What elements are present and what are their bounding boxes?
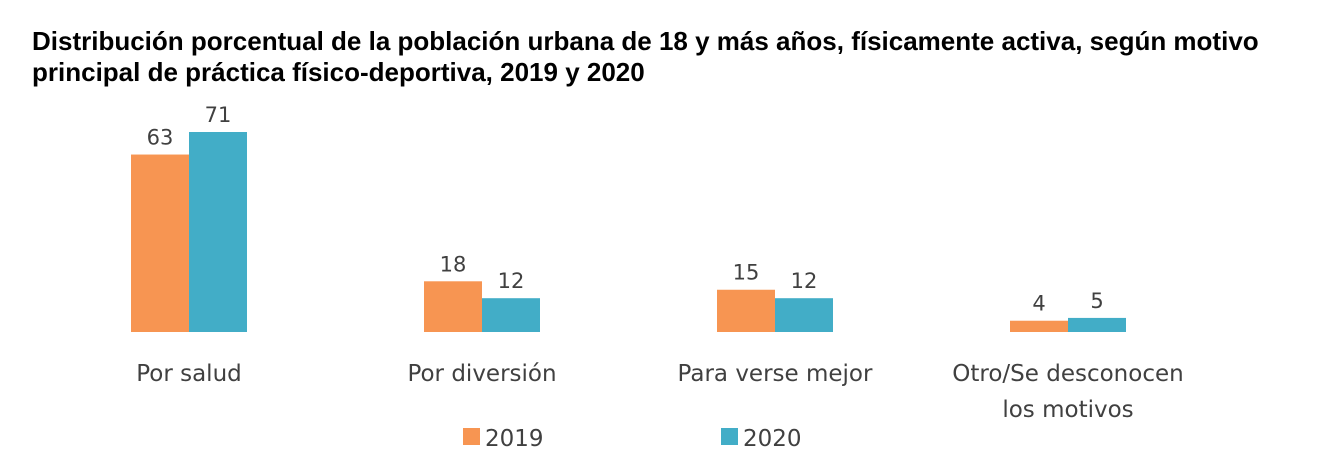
bar-2020-2 (775, 298, 833, 332)
legend-label-2020: 2020 (743, 426, 802, 452)
bar-2019-1 (424, 281, 482, 332)
bar-2019-3 (1010, 320, 1068, 332)
category-label-3-line2: los motivos (1002, 397, 1133, 423)
bar-2019-2 (717, 289, 775, 332)
bar-2019-0 (131, 154, 189, 332)
value-label-2019-1: 18 (440, 252, 467, 276)
value-label-2020-3: 5 (1090, 289, 1103, 313)
category-label-1: Por diversión (407, 361, 556, 387)
bar-2020-0 (189, 132, 247, 332)
bar-2020-3 (1068, 317, 1126, 332)
legend-swatch-2020 (721, 428, 738, 445)
value-label-2019-2: 15 (733, 261, 760, 285)
value-label-2019-3: 4 (1032, 292, 1045, 316)
category-label-0: Por salud (136, 361, 242, 387)
value-label-2020-1: 12 (498, 269, 525, 293)
category-label-3: Otro/Se desconocen (952, 361, 1183, 387)
value-label-2020-0: 71 (205, 103, 232, 127)
chart-title: Distribución porcentual de la población … (32, 26, 1259, 87)
legend-label-2019: 2019 (485, 426, 544, 452)
legend-swatch-2019 (463, 428, 480, 445)
bar-2020-1 (482, 298, 540, 332)
value-label-2019-0: 63 (147, 126, 174, 150)
value-label-2020-2: 12 (791, 269, 818, 293)
category-label-2: Para verse mejor (678, 361, 873, 387)
